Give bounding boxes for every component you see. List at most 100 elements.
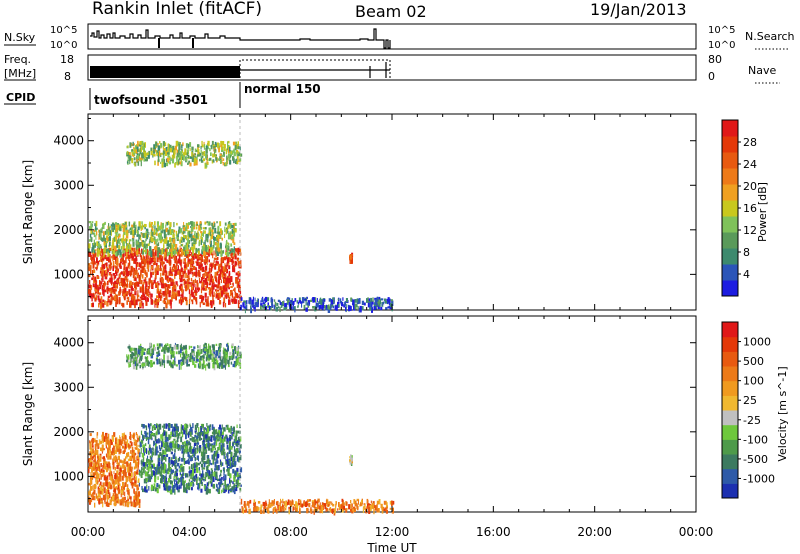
scatter-cell	[125, 230, 127, 235]
scatter-cell	[120, 271, 123, 275]
scatter-cell	[97, 466, 99, 471]
scatter-cell	[140, 146, 142, 152]
scatter-cell	[172, 486, 175, 493]
scatter-cell	[270, 297, 273, 303]
scatter-cell	[312, 300, 314, 303]
scatter-cell	[243, 306, 246, 309]
scatter-cell	[173, 438, 176, 441]
scatter-cell	[237, 271, 240, 277]
scatter-cell	[184, 151, 186, 154]
scatter-cell	[141, 452, 145, 458]
scatter-cell	[225, 264, 227, 271]
scatter-cell	[224, 268, 227, 272]
scatter-cell	[146, 484, 148, 489]
scatter-cell	[154, 147, 157, 150]
scatter-cell	[210, 287, 213, 290]
scatter-cell	[121, 262, 123, 265]
scatter-cell	[184, 424, 187, 430]
scatter-cell	[152, 262, 155, 265]
scatter-cell	[124, 496, 126, 501]
scatter-cell	[187, 248, 189, 252]
scatter-cell	[227, 252, 230, 257]
scatter-cell	[211, 140, 214, 145]
scatter-cell	[200, 235, 202, 240]
scatter-cell	[179, 445, 181, 451]
scatter-cell	[201, 155, 204, 158]
scatter-cell	[119, 282, 121, 286]
scatter-cell	[173, 475, 175, 479]
scatter-cell	[153, 483, 156, 490]
scatter-cell	[181, 446, 184, 449]
scatter-cell	[146, 246, 148, 249]
scatter-cell	[97, 486, 100, 490]
scatter-cell	[313, 297, 316, 303]
scatter-cell	[149, 221, 151, 228]
freq-label: Freq.	[4, 53, 31, 66]
scatter-cell	[140, 160, 142, 167]
scatter-cell	[221, 257, 224, 262]
scatter-cell	[192, 260, 195, 265]
scatter-cell	[196, 226, 198, 230]
scatter-cell	[226, 447, 229, 450]
scatter-cell	[219, 437, 222, 443]
scatter-cell	[194, 231, 196, 237]
scatter-cell	[186, 450, 189, 454]
scatter-cell	[134, 149, 137, 154]
scatter-cell	[202, 250, 206, 257]
scatter-cell	[99, 481, 102, 486]
scatter-cell	[162, 270, 165, 276]
scatter-cell	[127, 145, 129, 148]
scatter-cell	[137, 146, 139, 152]
scatter-cell	[222, 162, 224, 166]
scatter-cell	[114, 455, 117, 459]
scatter-cell	[88, 263, 91, 268]
scatter-cell	[166, 442, 169, 448]
scatter-cell	[104, 465, 107, 470]
scatter-cell	[223, 348, 227, 354]
scatter-cell	[287, 299, 290, 303]
scatter-cell	[227, 140, 230, 144]
scatter-cell	[141, 462, 143, 467]
scatter-cell	[172, 448, 174, 451]
scatter-cell	[144, 486, 147, 492]
scatter-cell	[381, 298, 384, 301]
scatter-cell	[232, 460, 234, 466]
scatter-cell	[166, 251, 169, 257]
scatter-cell	[95, 249, 97, 252]
scatter-cell	[156, 488, 159, 494]
scatter-cell	[160, 295, 162, 301]
scatter-cell	[178, 299, 181, 304]
scatter-cell	[112, 464, 115, 470]
scatter-cell	[127, 296, 130, 302]
scatter-cell	[217, 294, 219, 299]
scatter-cell	[199, 479, 202, 484]
scatter-cell	[171, 469, 174, 473]
scatter-cell	[194, 241, 197, 245]
scatter-cell	[137, 161, 140, 166]
scatter-cell	[113, 274, 115, 280]
scatter-cell	[150, 430, 152, 434]
scatter-cell	[98, 298, 101, 302]
scatter-cell	[102, 283, 105, 287]
scatter-cell	[194, 291, 198, 296]
scatter-cell	[291, 298, 293, 302]
scatter-cell	[95, 478, 98, 484]
scatter-cell	[163, 428, 165, 433]
scatter-cell	[307, 305, 310, 308]
scatter-cell	[206, 482, 209, 487]
scatter-cell	[207, 439, 209, 446]
scatter-cell	[215, 252, 217, 257]
colorbar-swatch	[722, 120, 738, 137]
scatter-cell	[378, 296, 381, 300]
scatter-cell	[189, 267, 192, 273]
scatter-cell	[158, 357, 160, 360]
scatter-cell	[224, 282, 226, 285]
scatter-cell	[134, 289, 136, 293]
scatter-cell	[127, 498, 129, 502]
noise-right-tick-top: 10^5	[708, 25, 735, 36]
scatter-cell	[134, 492, 137, 497]
scatter-cell	[126, 246, 129, 252]
scatter-cell	[217, 231, 221, 236]
scatter-cell	[186, 484, 189, 490]
scatter-cell	[232, 363, 235, 368]
